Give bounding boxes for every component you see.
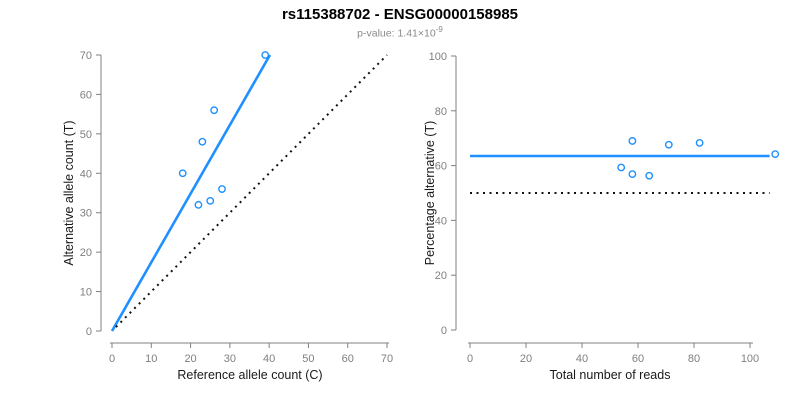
y-tick-label: 100 [429,51,447,63]
y-tick-label: 0 [86,326,92,338]
fit-line [110,54,272,332]
y-axis-title: Alternative allele count (T) [62,120,76,265]
x-tick-label: 80 [688,353,700,365]
figure-subtitle: p-value: 1.41×10-9 [0,25,800,40]
x-tick-label: 100 [741,353,759,365]
y-tick-label: 0 [441,325,447,337]
data-point [218,185,226,193]
x-tick-label: 60 [632,353,644,365]
data-point [210,106,219,115]
data-point [628,170,637,178]
data-point [695,138,704,147]
x-tick-label: 70 [381,353,393,365]
x-tick-label: 40 [263,353,275,365]
y-tick-label: 60 [435,161,447,173]
y-tick-label: 80 [435,106,447,118]
y-tick-label: 20 [80,247,92,259]
x-axis-title: Reference allele count (C) [177,368,322,382]
p-value-text: p-value: 1.41×10 [357,27,436,40]
figure-title: rs115388702 - ENSG00000158985 [281,6,519,23]
y-tick-label: 40 [435,215,447,227]
x-tick-label: 10 [145,353,157,365]
y-tick-label: 70 [80,50,92,62]
y-axis-title: Percentage alternative (T) [423,121,437,266]
y-tick-label: 30 [80,208,92,220]
x-tick-label: 20 [520,353,532,365]
y-tick-label: 50 [80,129,92,141]
x-tick-label: 50 [302,353,314,365]
x-tick-label: 40 [576,353,588,365]
y-tick-label: 20 [435,270,447,282]
data-point [194,200,203,209]
data-point [198,137,207,146]
y-tick-label: 40 [80,168,92,180]
data-point [664,140,673,149]
x-tick-label: 0 [467,353,473,365]
data-point [261,51,270,59]
x-tick-label: 20 [184,353,196,365]
y-tick-label: 10 [80,287,92,299]
data-point [645,171,654,180]
x-tick-label: 0 [109,353,115,365]
x-axis-title: Total number of reads [550,368,671,382]
p-value-exponent: -9 [435,25,443,34]
identity-line [115,54,388,328]
data-point [628,137,637,145]
x-tick-label: 30 [224,353,236,365]
x-tick-label: 60 [342,353,354,365]
data-point [771,150,780,158]
data-point [178,169,187,178]
y-tick-label: 60 [80,89,92,101]
data-point [617,163,626,172]
data-point [206,196,215,205]
